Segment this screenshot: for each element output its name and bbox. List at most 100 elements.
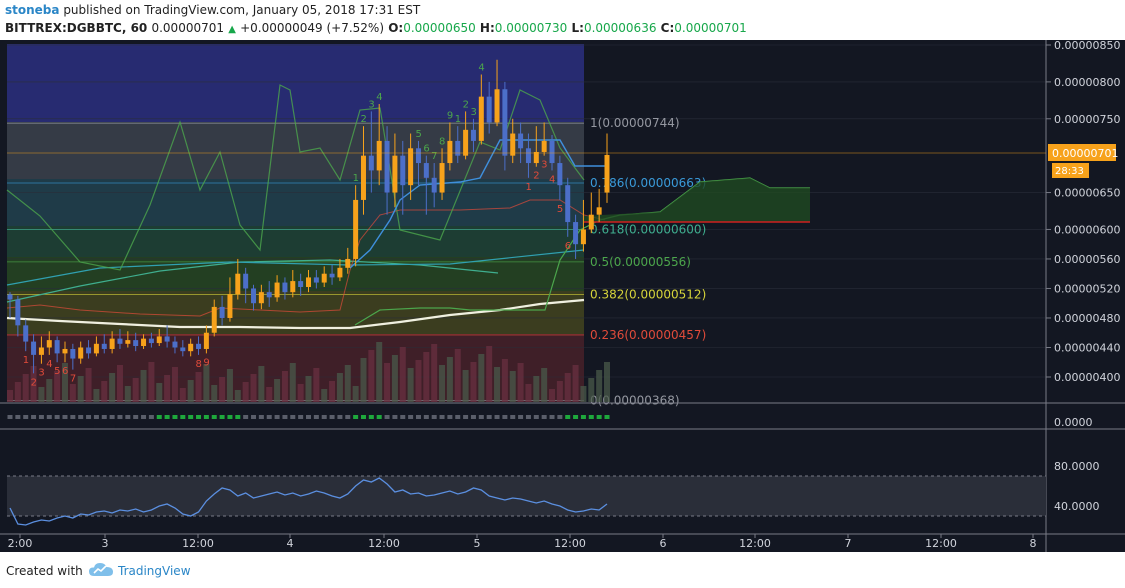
volume-bar — [431, 344, 438, 402]
volume-bar — [454, 349, 461, 402]
volume-bar — [211, 385, 218, 402]
candle-body — [109, 338, 115, 349]
oscillator-bar — [251, 415, 257, 419]
td-count-label: 6 — [565, 241, 571, 252]
oscillator-bar — [266, 415, 272, 419]
candle-body — [431, 177, 437, 193]
oscillator-bar — [101, 415, 107, 419]
oscillator-bar — [431, 415, 437, 419]
td-count-label: 6 — [62, 366, 68, 377]
oscillator-bar — [235, 415, 241, 419]
time-tick-label: 2:00 — [8, 537, 33, 550]
rsi-line — [9, 477, 608, 526]
volume-bar — [501, 359, 508, 402]
open-value: 0.00000650 — [403, 21, 476, 35]
td-count-label: 3 — [38, 368, 44, 379]
candle-body — [423, 163, 429, 178]
candle-body — [345, 258, 351, 268]
fib-zone-05-0382 — [7, 257, 584, 291]
candle-body — [117, 338, 123, 344]
volume-bar — [234, 390, 241, 402]
volume-bar — [77, 376, 84, 402]
volume-bar — [391, 355, 398, 402]
volume-bar — [376, 342, 383, 402]
candle-body — [203, 332, 209, 349]
author-link[interactable]: stoneba — [5, 3, 60, 17]
volume-bar — [132, 378, 139, 402]
candle-body — [219, 306, 225, 318]
volume-bar — [101, 381, 108, 402]
oscillator-bar — [298, 415, 304, 419]
volume-bar — [14, 382, 21, 402]
volume-bar — [439, 365, 446, 402]
volume-bar — [109, 373, 116, 402]
td-count-label: 5 — [54, 366, 60, 377]
candle-body — [251, 288, 257, 304]
volume-bar — [486, 346, 493, 402]
candle-body — [282, 282, 288, 293]
oscillator-bar — [408, 415, 414, 419]
oscillator-bar — [470, 415, 476, 419]
price-chart[interactable]: 1(0.00000744) 0.786(0.00000663) 0.618(0.00… — [0, 40, 1125, 552]
oscillator-bar — [164, 415, 170, 419]
candle-body — [470, 129, 476, 141]
volume-bar — [226, 369, 233, 402]
volume-bar — [423, 352, 430, 402]
oscillator-bar — [313, 415, 319, 419]
fib-level-label: 0.786(0.00000663) — [590, 176, 706, 190]
oscillator-bar — [93, 415, 99, 419]
oscillator-bar — [565, 415, 571, 419]
oscillator-bar — [588, 415, 594, 419]
oscillator-bar — [38, 415, 44, 419]
current-price-label: 0.00000701 — [1052, 147, 1118, 160]
oscillator-bar — [423, 415, 429, 419]
last-price: 0.00000701 — [151, 21, 224, 35]
candle-body — [353, 199, 359, 259]
td-count-label: 2 — [463, 99, 469, 110]
oscillator-bar — [415, 415, 421, 419]
volume-bar — [494, 367, 501, 402]
time-tick-label: 12:00 — [554, 537, 586, 550]
volume-bar — [219, 377, 226, 402]
volume-bar — [195, 372, 202, 402]
price-tick-label: 0.00000800 — [1054, 76, 1120, 89]
low-label: L: — [571, 21, 584, 35]
fib-zone-0786-0618 — [7, 179, 584, 226]
candle-body — [565, 185, 571, 223]
oscillator-bar — [557, 415, 563, 419]
candle-body — [70, 348, 76, 359]
candlesticks — [7, 59, 610, 374]
td-count-label: 9 — [203, 357, 209, 368]
price-tick-label: 0.00000850 — [1054, 40, 1120, 52]
fib-zone-0618-05 — [7, 226, 584, 257]
rsi-axis-tick-80: 80.0000 — [1054, 460, 1100, 473]
candle-body — [329, 273, 335, 278]
oscillator-bar — [533, 415, 539, 419]
td-count-label: 3 — [368, 99, 374, 110]
volume-bar — [478, 354, 485, 402]
time-tick-label: 12:00 — [739, 537, 771, 550]
volume-bar — [297, 384, 304, 402]
oscillator-bar — [78, 415, 84, 419]
candle-body — [46, 340, 52, 348]
volume-bar — [124, 386, 131, 402]
oscillator-bar — [337, 415, 343, 419]
oscillator-axis-label: 0.0000 — [1054, 416, 1093, 429]
candle-body — [486, 96, 492, 123]
publish-line: stoneba published on TradingView.com, Ja… — [5, 3, 420, 17]
td-count-label: 1 — [525, 182, 531, 193]
candle-body — [38, 347, 44, 355]
oscillator-bar — [46, 415, 52, 419]
volume-bar — [541, 368, 548, 402]
candle-body — [573, 222, 579, 245]
oscillator-bar — [510, 415, 516, 419]
oscillator-bar — [502, 415, 508, 419]
price-tick-label: 0.00000400 — [1054, 371, 1120, 384]
td-count-label: 3 — [470, 107, 476, 118]
candle-body — [274, 282, 280, 298]
fib-level-label: 0(0.00000368) — [590, 394, 680, 408]
symbol-label[interactable]: BITTREX:DGBBTC, 60 — [5, 21, 148, 35]
volume-bar — [54, 371, 61, 402]
fib-level-label: 0.618(0.00000600) — [590, 222, 706, 236]
tradingview-link[interactable]: TradingView — [118, 564, 191, 578]
